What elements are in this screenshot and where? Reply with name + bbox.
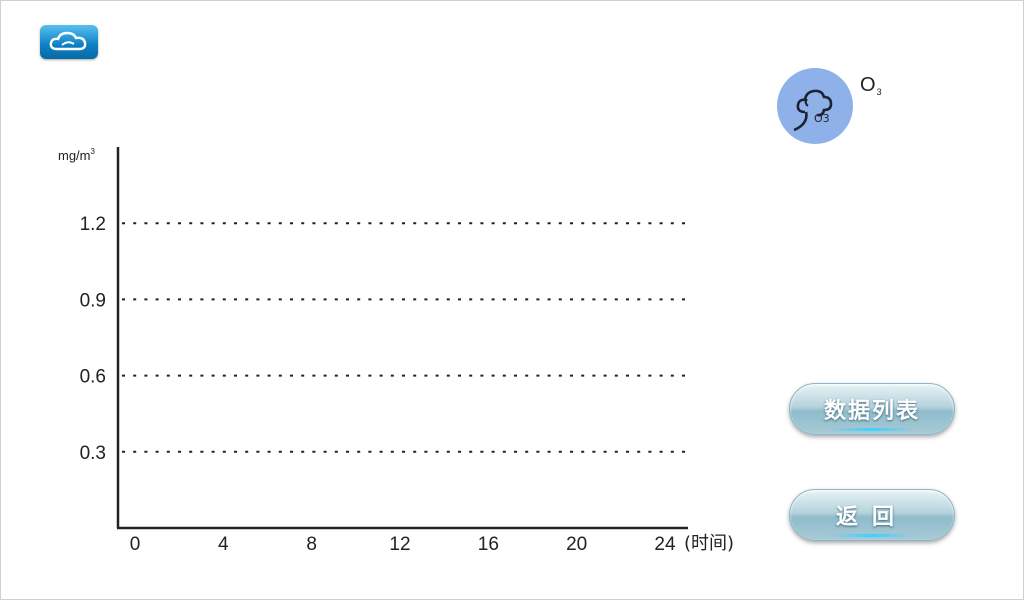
y-tick-label: 0.9 xyxy=(80,290,106,311)
y-axis-label: mg/m3 xyxy=(58,147,96,163)
app-logo[interactable] xyxy=(40,25,98,59)
y-tick-labels: 0.3 0.6 0.9 1.2 xyxy=(80,214,106,464)
cloud-logo-icon xyxy=(49,31,87,51)
y-tick-label: 0.3 xyxy=(80,443,106,464)
y-tick-label: 0.6 xyxy=(80,367,106,388)
pollutant-name-main: O xyxy=(860,74,876,96)
pollutant-name: O3 xyxy=(860,74,882,97)
data-list-button[interactable]: 数据列表 xyxy=(789,383,955,435)
x-axis-label: (时间) xyxy=(684,533,734,554)
x-tick-label: 0 xyxy=(130,534,141,555)
pollutant-name-sub: 3 xyxy=(876,87,882,97)
ozone-icon-label: O3 xyxy=(814,112,830,125)
x-tick-label: 4 xyxy=(218,534,229,555)
y-tick-label: 1.2 xyxy=(80,214,106,235)
x-tick-label: 8 xyxy=(306,534,317,555)
ozone-cloud-icon: O3 xyxy=(793,89,833,132)
x-tick-label: 20 xyxy=(566,534,587,555)
x-tick-label: 16 xyxy=(478,534,499,555)
x-tick-label: 24 xyxy=(654,534,676,555)
x-tick-labels: 0 4 8 12 16 20 24 xyxy=(130,534,676,555)
back-button[interactable]: 返回 xyxy=(789,489,955,541)
pollutant-badge: O3 xyxy=(777,68,853,144)
chart-grid xyxy=(122,222,688,453)
x-tick-label: 12 xyxy=(389,534,410,555)
